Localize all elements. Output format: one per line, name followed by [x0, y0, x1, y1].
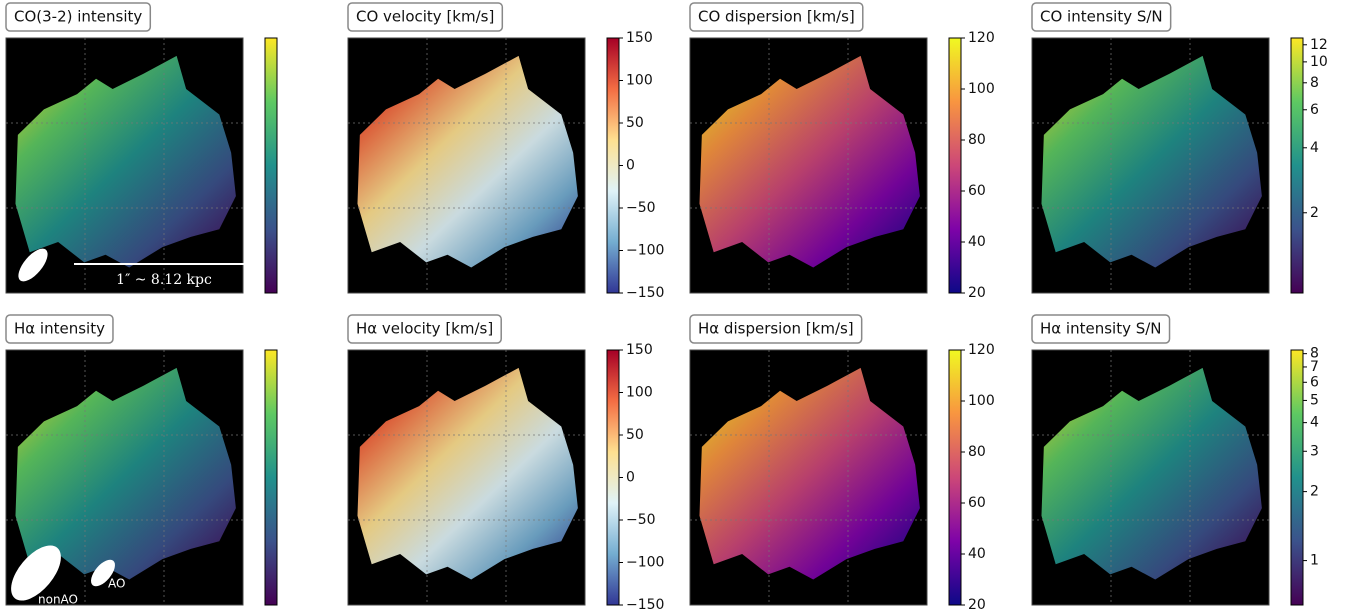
colorbar — [948, 349, 962, 606]
colorbar-tick-label: −100 — [626, 243, 664, 259]
panel-title: CO velocity [km/s] — [356, 8, 494, 26]
colorbar — [264, 349, 278, 606]
beam-label: AO — [108, 577, 125, 591]
colorbar-tick-label: 40 — [968, 234, 986, 250]
panel-title: Hα intensity — [14, 320, 105, 338]
colorbar — [606, 349, 620, 606]
colorbar-tick-label: 0 — [626, 470, 635, 486]
colorbar-tick-label: −50 — [626, 200, 656, 216]
title-box — [347, 314, 502, 344]
colorbar-tick-label: 120 — [968, 30, 995, 46]
map-emission — [1041, 55, 1262, 268]
panel-title: CO dispersion [km/s] — [698, 8, 855, 26]
title-box — [689, 2, 864, 32]
colorbar-tick-label: 8 — [1310, 346, 1319, 362]
colorbar-tick-label: 120 — [968, 342, 995, 358]
map-emission — [699, 367, 920, 580]
beam-label: nonAO — [38, 593, 78, 607]
colorbar-tick-label: 0 — [626, 158, 635, 174]
map-emission — [15, 55, 236, 268]
panel-title: CO(3-2) intensity — [14, 8, 142, 26]
panel-title: Hα dispersion [km/s] — [698, 320, 854, 338]
colorbar-tick-label: −100 — [626, 555, 664, 571]
colorbar-tick-label: 6 — [1310, 374, 1319, 390]
colorbar-tick-label: 2 — [1310, 484, 1319, 500]
colorbar-tick-label: −50 — [626, 512, 656, 528]
colorbar-tick-label: 7 — [1310, 359, 1319, 375]
colorbar-tick-label: 6 — [1310, 102, 1319, 118]
colorbar — [1290, 37, 1304, 294]
colorbar-tick-label: 100 — [626, 385, 653, 401]
colorbar-tick-label: 4 — [1310, 140, 1319, 156]
map-emission — [1041, 367, 1262, 580]
colorbar-tick-label: −150 — [626, 597, 664, 613]
colorbar-tick-label: 1 — [1310, 553, 1319, 569]
colorbar-tick-label: 10 — [1310, 54, 1328, 70]
map-emission — [357, 367, 578, 580]
colorbar — [264, 37, 278, 294]
panel-title: Hα velocity [km/s] — [356, 320, 493, 338]
colorbar-tick-label: 80 — [968, 132, 986, 148]
map-emission — [699, 55, 920, 268]
colorbar-tick-label: 3 — [1310, 443, 1319, 459]
colorbar-tick-label: 20 — [968, 285, 986, 301]
colorbar-tick-label: 8 — [1310, 75, 1319, 91]
title-box — [5, 314, 114, 344]
colorbar-tick-label: 50 — [626, 427, 644, 443]
colorbar-tick-label: 150 — [626, 30, 653, 46]
colorbar-tick-label: −150 — [626, 285, 664, 301]
colorbar-tick-label: 60 — [968, 495, 986, 511]
colorbar-tick-label: 100 — [968, 81, 995, 97]
beam — [91, 559, 115, 587]
panel-title: CO intensity S/N — [1040, 8, 1163, 26]
colorbar — [948, 37, 962, 294]
colorbar-tick-label: 4 — [1310, 415, 1319, 431]
colorbar-tick-label: 50 — [626, 115, 644, 131]
colorbar-tick-label: 100 — [626, 73, 653, 89]
colorbar-tick-label: 12 — [1310, 37, 1328, 53]
colorbar-tick-label: 2 — [1310, 205, 1319, 221]
title-box — [347, 2, 504, 32]
colorbar — [1290, 349, 1304, 606]
beam — [11, 545, 61, 601]
title-box — [5, 2, 152, 32]
colorbar — [606, 37, 620, 294]
title-box — [1031, 314, 1171, 344]
colorbar-tick-label: 60 — [968, 183, 986, 199]
colorbar-tick-label: 40 — [968, 546, 986, 562]
colorbar-tick-label: 5 — [1310, 392, 1319, 408]
title-box — [1031, 2, 1172, 32]
map-emission — [15, 367, 236, 580]
panel-title: Hα intensity S/N — [1040, 320, 1162, 338]
scale-bar-label: 1″ ~ 8.12 kpc — [116, 272, 212, 288]
title-box — [689, 314, 863, 344]
colorbar-tick-label: 100 — [968, 393, 995, 409]
colorbar-tick-label: 80 — [968, 444, 986, 460]
beam — [18, 248, 48, 282]
colorbar-tick-label: 20 — [968, 597, 986, 613]
map-emission — [357, 55, 578, 268]
colorbar-tick-label: 150 — [626, 342, 653, 358]
